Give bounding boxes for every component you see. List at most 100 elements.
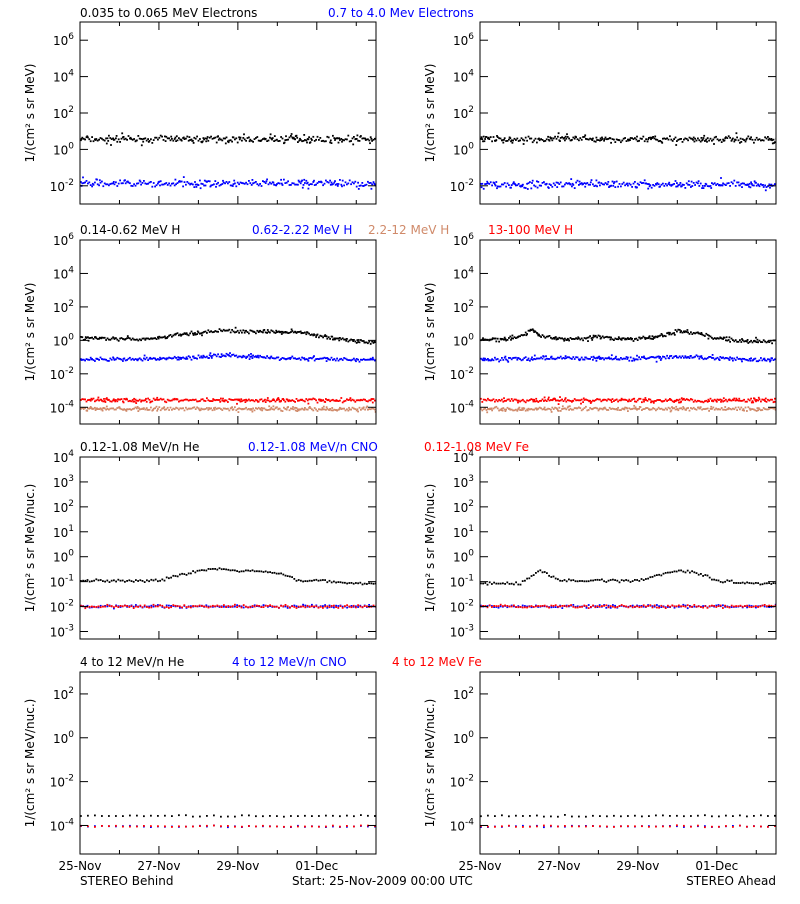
- data-point: [501, 183, 503, 186]
- data-point: [99, 407, 102, 410]
- data-point: [765, 408, 768, 411]
- data-point: [346, 138, 348, 141]
- data-point: [290, 400, 292, 402]
- data-point: [103, 407, 106, 410]
- data-point: [218, 407, 221, 410]
- data-point: [362, 137, 365, 140]
- data-point: [229, 355, 232, 358]
- data-point: [293, 604, 296, 607]
- data-point: [218, 184, 221, 187]
- data-point: [590, 179, 593, 181]
- data-point: [147, 337, 149, 340]
- data-point: [537, 401, 540, 403]
- data-point: [193, 406, 196, 409]
- data-point: [568, 409, 570, 411]
- data-point: [605, 606, 608, 609]
- data-point: [487, 397, 489, 400]
- data-point: [362, 340, 365, 342]
- data-point: [196, 357, 198, 360]
- data-point: [774, 814, 776, 817]
- data-point: [771, 357, 773, 360]
- data-point: [636, 186, 638, 189]
- data-point: [592, 137, 594, 140]
- data-point: [652, 338, 654, 340]
- data-point: [653, 574, 656, 577]
- data-point: [157, 825, 159, 828]
- data-point: [569, 357, 572, 360]
- data-point: [647, 187, 650, 190]
- data-point: [512, 357, 514, 359]
- data-point: [765, 341, 768, 344]
- data-point: [726, 400, 729, 403]
- data-point: [494, 356, 496, 359]
- data-point: [308, 136, 310, 139]
- data-point: [81, 136, 84, 139]
- data-point: [280, 136, 282, 138]
- data-point: [679, 331, 682, 334]
- data-point: [148, 408, 151, 411]
- data-point: [246, 137, 249, 139]
- data-point: [512, 409, 514, 412]
- data-point: [698, 357, 701, 360]
- data-point: [604, 136, 607, 139]
- data-point: [701, 357, 703, 359]
- data-point: [611, 338, 614, 341]
- data-point: [169, 406, 172, 409]
- data-point: [259, 408, 262, 411]
- data-point: [253, 181, 256, 184]
- data-point: [732, 407, 734, 410]
- data-point: [309, 357, 312, 359]
- data-point: [744, 400, 747, 403]
- data-point: [143, 180, 145, 182]
- data-point: [527, 182, 530, 185]
- data-point: [306, 580, 309, 583]
- data-point: [131, 138, 134, 141]
- data-point: [557, 356, 559, 359]
- data-point: [368, 340, 371, 343]
- data-point: [746, 339, 749, 341]
- data-point: [579, 183, 582, 185]
- data-point: [263, 329, 266, 331]
- data-point: [92, 407, 95, 410]
- data-point: [174, 604, 177, 607]
- data-point: [677, 409, 680, 412]
- data-point: [774, 406, 776, 409]
- data-point: [489, 338, 492, 341]
- data-point: [95, 138, 98, 140]
- data-point: [124, 604, 126, 607]
- data-point: [699, 407, 701, 410]
- data-point: [213, 137, 215, 140]
- data-point: [502, 359, 505, 361]
- data-point: [722, 138, 724, 141]
- data-point: [340, 138, 343, 140]
- data-point: [755, 360, 758, 363]
- data-point: [576, 399, 579, 402]
- data-point: [743, 358, 745, 360]
- data-point: [484, 183, 486, 185]
- data-point: [697, 406, 700, 409]
- data-point: [585, 580, 588, 583]
- data-point: [126, 605, 128, 608]
- data-point: [119, 579, 122, 582]
- data-point: [658, 606, 660, 609]
- data-point: [706, 185, 709, 187]
- data-point: [193, 136, 196, 139]
- data-point: [579, 580, 581, 582]
- data-point: [374, 411, 376, 413]
- data-point: [281, 410, 284, 412]
- data-point: [173, 355, 176, 358]
- data-point: [743, 182, 745, 185]
- data-point: [297, 183, 299, 186]
- data-point: [218, 328, 221, 330]
- data-point: [715, 579, 718, 582]
- data-point: [309, 183, 312, 185]
- data-point: [256, 399, 259, 402]
- data-point: [750, 339, 752, 342]
- data-point: [702, 606, 704, 609]
- data-point: [269, 133, 272, 136]
- data-point: [180, 358, 182, 360]
- data-point: [712, 406, 715, 409]
- data-point: [547, 187, 550, 189]
- series-0-7-to-4-0-mev-electrons: [480, 177, 776, 192]
